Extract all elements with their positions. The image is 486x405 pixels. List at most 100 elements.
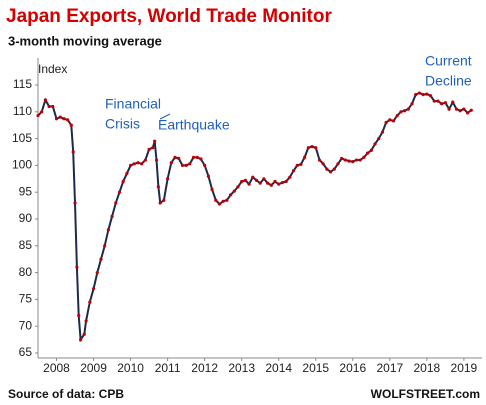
data-point: [266, 181, 270, 185]
x-tick-label: 2015: [302, 361, 329, 375]
data-point: [277, 182, 281, 186]
data-point: [428, 94, 433, 98]
data-point: [43, 98, 48, 102]
data-point: [362, 155, 366, 159]
data-point: [391, 119, 396, 123]
data-point: [347, 159, 351, 163]
data-point: [156, 185, 160, 189]
data-point: [58, 115, 62, 119]
data-point: [325, 167, 329, 171]
x-tick-label: 2019: [451, 361, 478, 375]
data-point: [128, 163, 133, 167]
x-tick-label: 2013: [228, 361, 255, 375]
data-point: [377, 137, 381, 141]
x-tick-label: 2012: [191, 361, 218, 375]
data-point: [403, 109, 407, 113]
x-tick-label: 2017: [376, 361, 403, 375]
data-point: [228, 193, 233, 197]
data-point: [395, 113, 399, 118]
data-point: [454, 107, 459, 111]
data-point: [184, 163, 188, 167]
annotation: Financial: [105, 96, 161, 112]
data-point: [132, 162, 136, 166]
data-point: [214, 198, 218, 202]
y-tick-label: 100: [12, 158, 32, 172]
y-tick-label: 65: [19, 345, 33, 359]
data-point: [151, 146, 155, 150]
data-point: [232, 189, 236, 193]
data-point: [75, 265, 79, 269]
data-point: [125, 171, 129, 176]
chart-subtitle: 3-month moving average: [8, 33, 162, 48]
data-point: [258, 181, 262, 185]
data-point: [317, 158, 322, 162]
data-point: [417, 91, 422, 95]
data-point: [147, 147, 151, 151]
data-point: [358, 158, 362, 162]
data-point: [173, 155, 177, 159]
data-line: [37, 91, 472, 343]
data-point: [336, 162, 340, 166]
data-point: [69, 123, 73, 127]
data-point: [66, 118, 70, 122]
data-point: [343, 158, 347, 162]
data-point: [373, 142, 377, 146]
data-point: [177, 156, 181, 161]
data-point: [153, 139, 157, 143]
data-point: [166, 177, 170, 181]
data-point: [451, 100, 455, 104]
x-tick-label: 2009: [80, 361, 107, 375]
data-point: [217, 202, 222, 206]
annotation: Earthquake: [158, 117, 230, 133]
data-point: [303, 155, 307, 159]
data-point: [262, 177, 266, 181]
data-point: [195, 155, 199, 159]
data-point: [47, 104, 51, 109]
data-point: [458, 109, 462, 113]
data-point: [351, 160, 355, 164]
data-point: [465, 111, 470, 115]
data-point: [436, 99, 440, 103]
data-point: [140, 162, 144, 166]
data-point: [462, 107, 466, 111]
data-point: [54, 117, 59, 121]
data-point: [332, 167, 336, 171]
y-tick-label: 105: [12, 131, 32, 145]
data-point: [225, 198, 229, 202]
data-point: [62, 117, 66, 121]
data-point: [91, 287, 96, 291]
data-point: [188, 162, 192, 166]
data-point: [206, 174, 210, 178]
data-point: [328, 170, 333, 174]
data-point: [291, 169, 296, 173]
y-tick-label: 80: [19, 265, 33, 279]
data-point: [247, 182, 251, 186]
y-tick-label: 110: [13, 104, 32, 118]
data-point: [169, 161, 173, 165]
source: Source of data: CPB: [8, 387, 124, 401]
data-point: [354, 158, 359, 162]
data-point: [314, 146, 318, 150]
data-point: [143, 158, 147, 162]
data-point: [180, 163, 185, 167]
x-tick-label: 2016: [339, 361, 366, 375]
data-point: [254, 178, 259, 183]
data-point: [78, 338, 83, 342]
x-tick-label: 2014: [265, 361, 292, 375]
x-tick-label: 2011: [155, 361, 181, 375]
data-point: [77, 313, 81, 318]
data-point: [210, 187, 214, 192]
data-point: [199, 157, 203, 161]
data-point: [36, 113, 40, 118]
data-point: [469, 108, 473, 112]
data-point: [236, 185, 240, 189]
data-point: [443, 101, 447, 105]
annotation: Current: [425, 53, 472, 69]
x-tick-label: 2008: [43, 361, 70, 375]
data-point: [114, 201, 118, 205]
data-point: [280, 180, 285, 185]
data-point: [321, 162, 325, 166]
data-point: [121, 179, 125, 184]
data-point: [103, 244, 107, 248]
data-point: [154, 158, 159, 162]
